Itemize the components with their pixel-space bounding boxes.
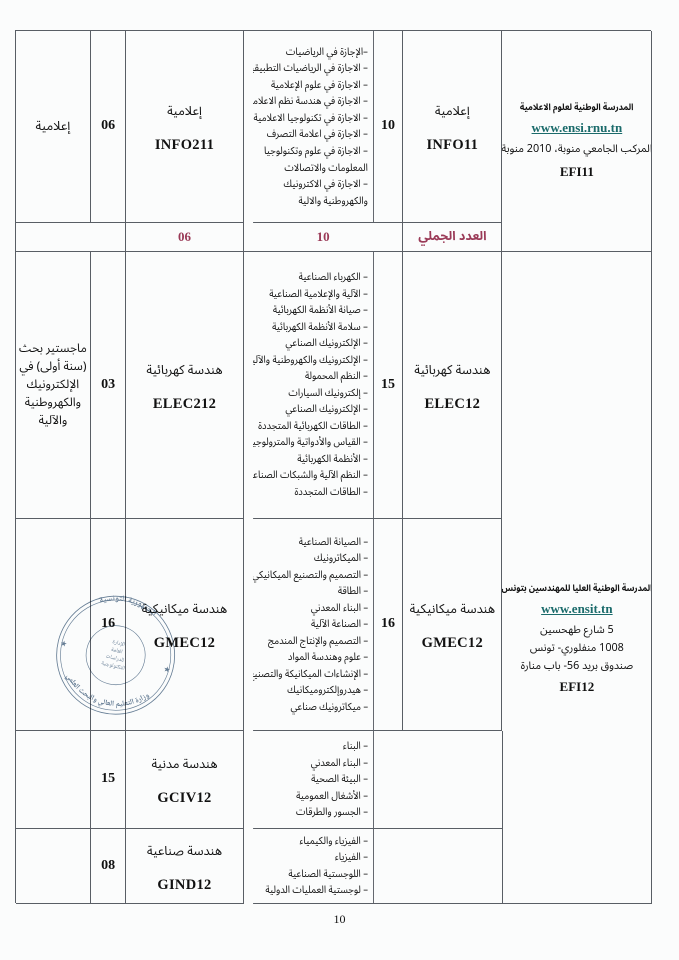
svg-text:الجمهورية التونسية: الجمهورية التونسية bbox=[95, 587, 162, 622]
svg-text:★: ★ bbox=[59, 635, 70, 653]
